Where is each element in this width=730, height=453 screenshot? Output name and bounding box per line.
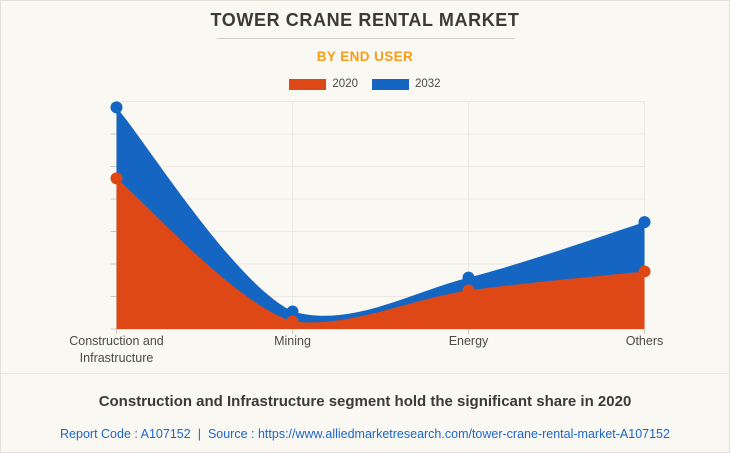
source-link[interactable]: https://www.alliedmarketresearch.com/tow… [257,427,670,441]
source-label: Source : [207,427,255,441]
separator-pipe: | [197,427,201,441]
area-chart [110,101,651,334]
x-axis-label-energy: Energy [448,334,489,348]
legend-label-2020: 2020 [332,78,358,90]
title-divider [217,38,515,39]
page-title: TOWER CRANE RENTAL MARKET [210,10,520,30]
legend-swatch-2032 [372,78,409,90]
source-line: Report Code : A107152 | Source : https://w… [1,427,729,441]
x-axis-label-construction-infrastructure: Construction and Infrastructure [69,334,164,365]
x-axis-label-mining: Mining [274,334,311,348]
legend-label-2032: 2032 [415,78,441,90]
legend-item-2032: 2032 [372,78,441,90]
x-axis-label-others: Others [625,334,664,348]
chart-legend: 2020 2032 [1,78,729,90]
report-code-text: Report Code : A107152 [60,427,191,441]
chart-subtitle: BY END USER [316,49,414,64]
legend-item-2020: 2020 [289,78,358,90]
footer-divider [1,373,729,374]
chart-headline: Construction and Infrastructure segment … [98,393,632,410]
legend-swatch-2020 [289,78,327,90]
